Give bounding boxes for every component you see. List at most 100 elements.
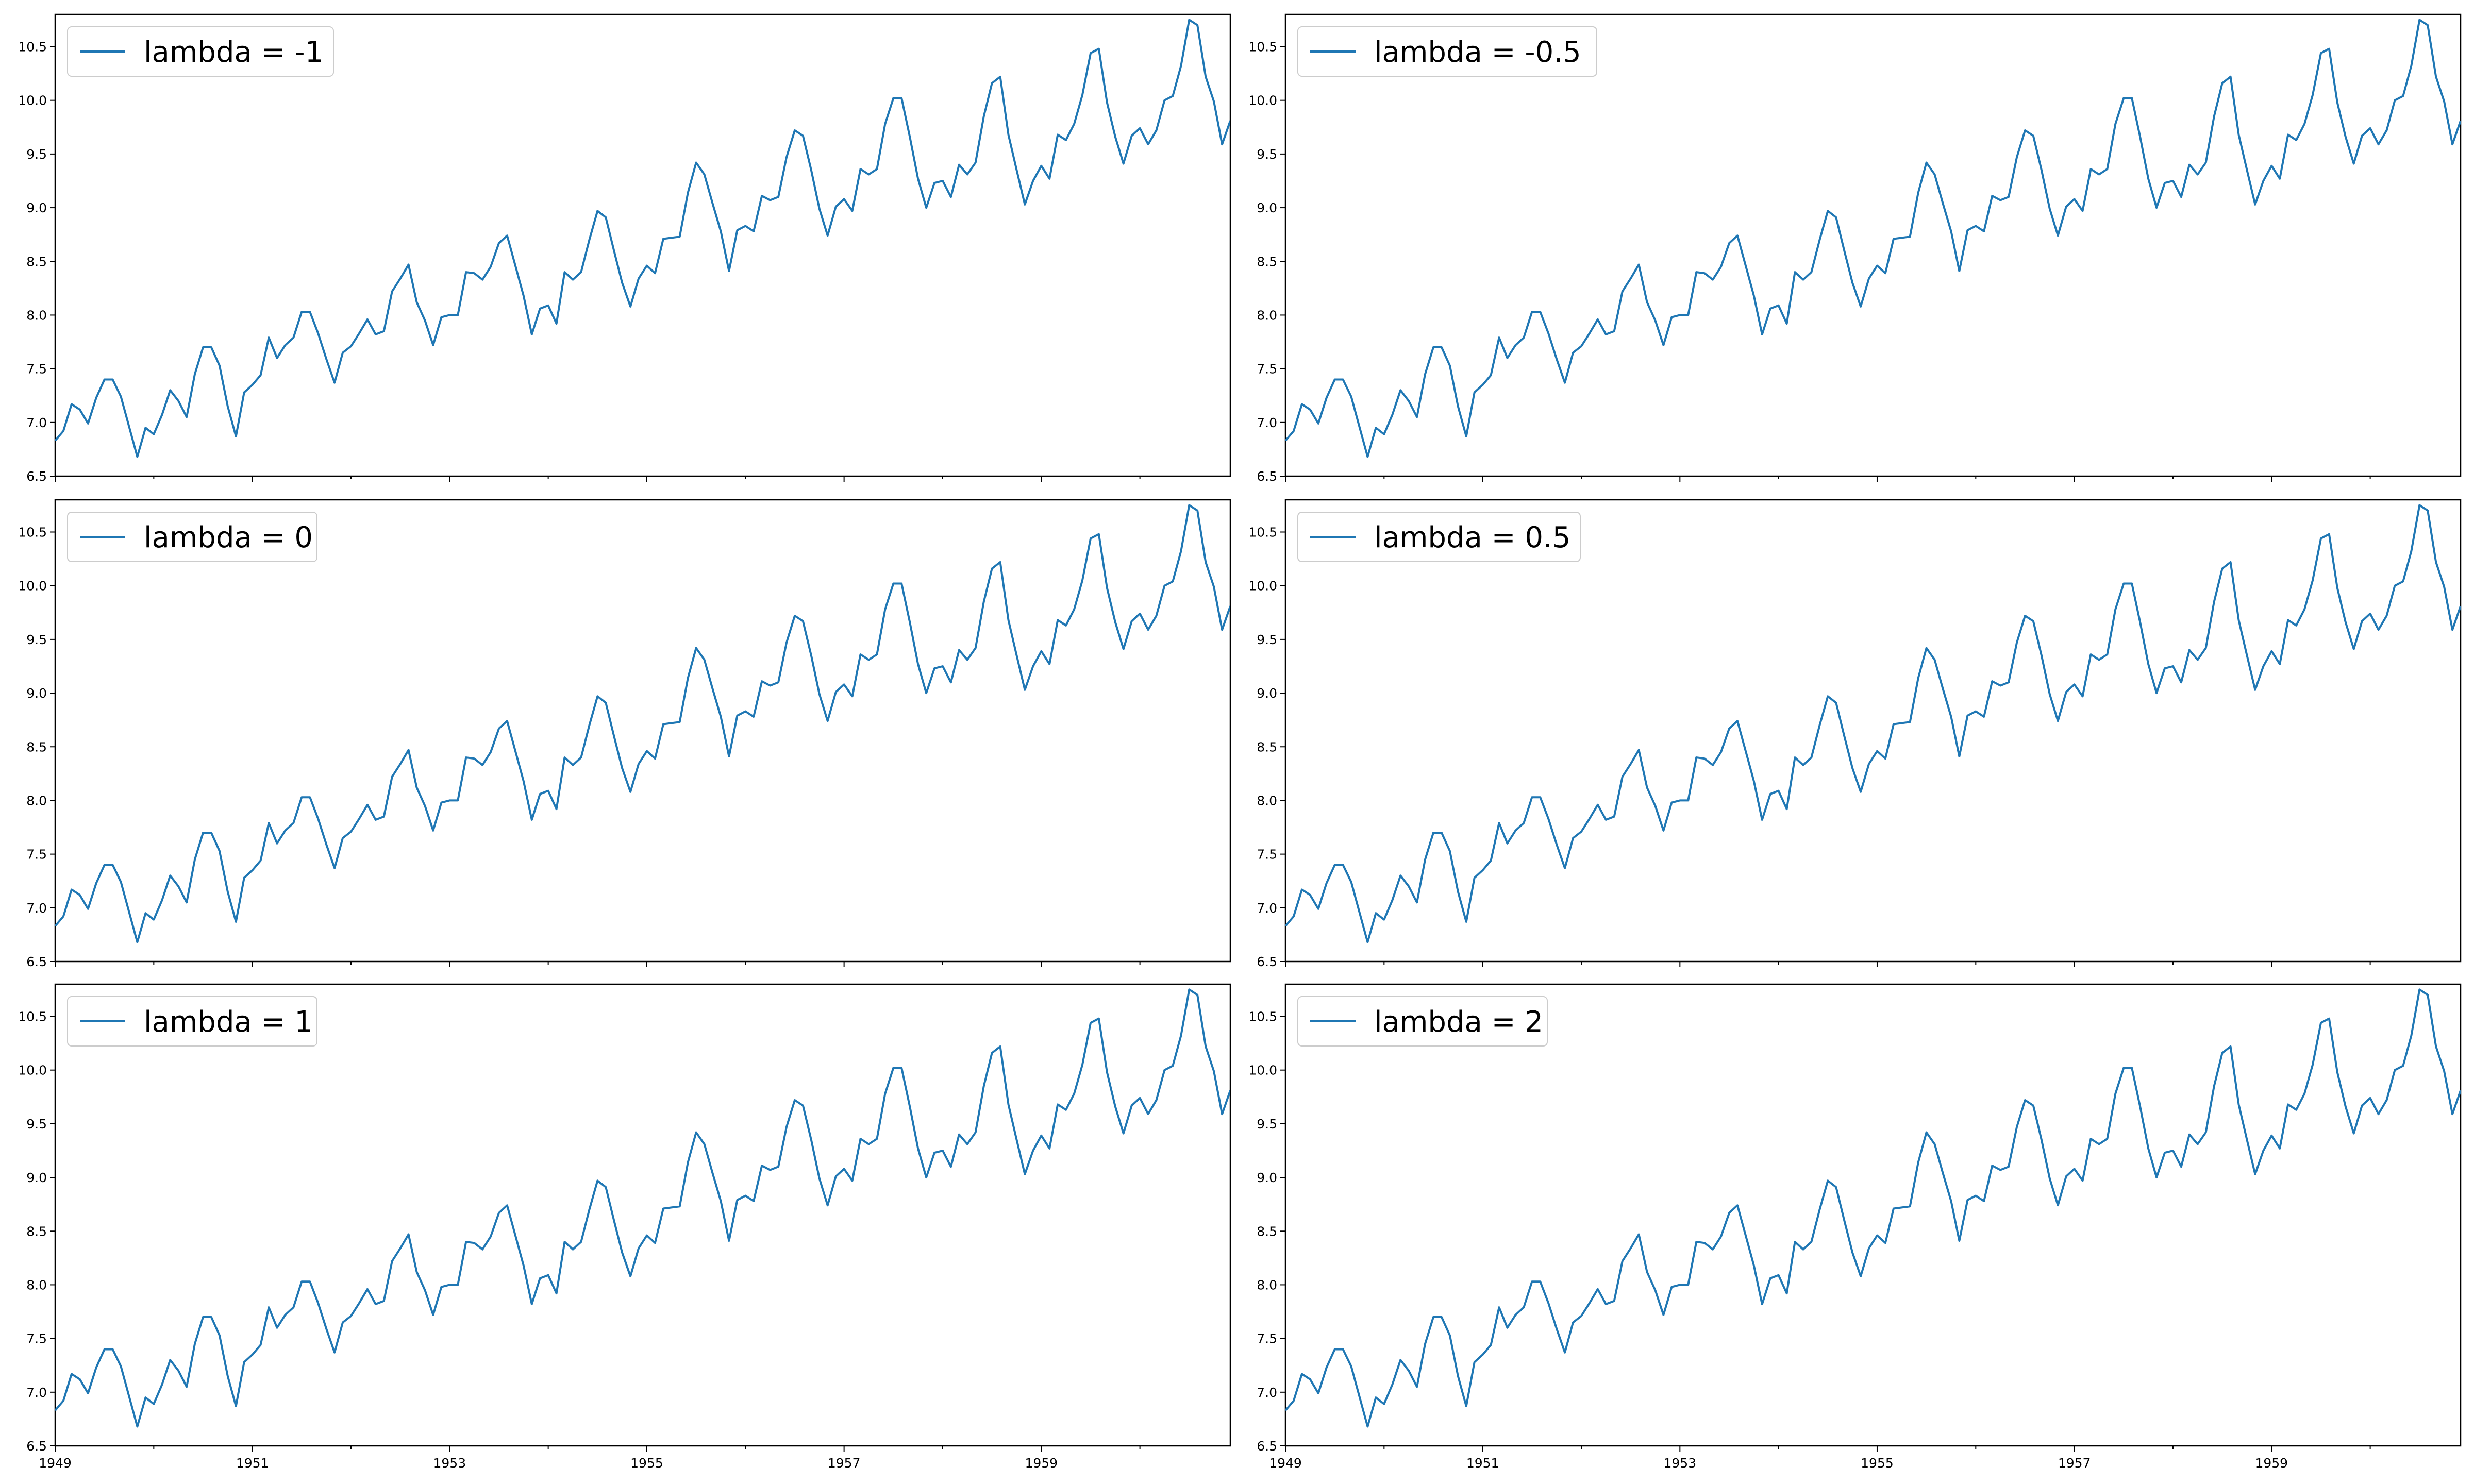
subplot-1: 6.5 7.0 7.5 8.0 8.5 9.0 9.5 10.0 10.5 lambda = -1 xyxy=(18,13,1231,484)
y-tick-label: 6.5 xyxy=(1257,469,1277,484)
legend-label: lambda = 2 xyxy=(1374,1005,1543,1039)
legend: lambda = 0.5 xyxy=(1297,512,1581,562)
y-tick-label: 9.5 xyxy=(1257,632,1277,647)
legend: lambda = 1 xyxy=(67,996,317,1047)
y-tick-label: 6.5 xyxy=(26,469,47,484)
y-tick-label: 7.5 xyxy=(26,847,47,862)
y-tick-label: 9.0 xyxy=(1257,686,1277,701)
subplot-4: 6.5 7.0 7.5 8.0 8.5 9.0 9.5 10.0 10.5 lambda = 0.… xyxy=(1248,499,2462,969)
legend-label: lambda = 1 xyxy=(144,1005,313,1039)
legend-label: lambda = 0 xyxy=(144,521,313,554)
x-tick-label: 1951 xyxy=(1466,1456,1499,1471)
y-tick-label: 10.5 xyxy=(1248,525,1277,540)
axes-frame xyxy=(54,983,1231,1447)
x-tick-label: 1955 xyxy=(1861,1456,1894,1471)
x-tick-label: 1949 xyxy=(1269,1456,1302,1471)
legend-box xyxy=(67,996,317,1047)
y-tick-label: 7.0 xyxy=(1257,901,1277,916)
y-tick-label: 6.5 xyxy=(26,954,47,969)
legend: lambda = 2 xyxy=(1297,996,1548,1047)
series-line xyxy=(1285,19,2461,458)
y-tick-label: 10.0 xyxy=(1248,93,1277,108)
x-tick-label: 1959 xyxy=(1025,1456,1058,1471)
y-tick-label: 6.5 xyxy=(26,1439,47,1454)
y-tick-label: 10.5 xyxy=(1248,1009,1277,1024)
axes-frame xyxy=(54,13,1231,477)
y-tick-label: 8.5 xyxy=(1257,1224,1277,1239)
legend-label: lambda = -0.5 xyxy=(1374,36,1581,69)
legend-box xyxy=(67,26,334,77)
series-line xyxy=(1285,988,2461,1428)
series-line xyxy=(55,988,1230,1428)
y-tick-label: 10.0 xyxy=(18,579,47,594)
y-tick-label: 7.5 xyxy=(1257,362,1277,377)
y-tick-label: 10.0 xyxy=(18,1063,47,1078)
y-tick-label: 9.5 xyxy=(26,147,47,162)
x-tick-label: 1959 xyxy=(2255,1456,2288,1471)
y-tick-label: 8.0 xyxy=(26,308,47,323)
y-tick-label: 9.0 xyxy=(1257,200,1277,215)
y-tick-label: 10.5 xyxy=(18,525,47,540)
subplot-2: 6.5 7.0 7.5 8.0 8.5 9.0 9.5 10.0 10.5 lambda = -0… xyxy=(1248,13,2462,484)
y-tick-label: 8.0 xyxy=(26,793,47,808)
y-tick-label: 8.5 xyxy=(26,1224,47,1239)
y-tick-label: 9.5 xyxy=(1257,1117,1277,1132)
x-tick-label: 1953 xyxy=(433,1456,466,1471)
y-tick-label: 8.5 xyxy=(1257,254,1277,269)
y-tick-label: 7.0 xyxy=(26,415,47,430)
y-tick-label: 8.0 xyxy=(1257,308,1277,323)
y-tick-label: 9.5 xyxy=(1257,147,1277,162)
y-tick-label: 10.5 xyxy=(18,1009,47,1024)
legend-box xyxy=(67,512,317,562)
axes-frame xyxy=(1284,499,2462,963)
y-tick-label: 9.0 xyxy=(26,686,47,701)
legend-box xyxy=(1297,996,1548,1047)
legend: lambda = -1 xyxy=(67,26,334,77)
subplot-6: 6.5 7.0 7.5 8.0 8.5 9.0 9.5 10.0 10.5 1949 1951 195… xyxy=(1248,983,2462,1471)
y-tick-label: 10.5 xyxy=(18,40,47,55)
y-tick-label: 7.0 xyxy=(1257,1385,1277,1400)
y-tick-label: 9.5 xyxy=(26,632,47,647)
y-tick-label: 7.0 xyxy=(26,1385,47,1400)
legend: lambda = 0 xyxy=(67,512,317,562)
y-tick-label: 8.5 xyxy=(26,254,47,269)
x-tick-label: 1951 xyxy=(236,1456,269,1471)
x-tick-label: 1957 xyxy=(828,1456,861,1471)
series-line xyxy=(55,19,1230,458)
x-tick-label: 1949 xyxy=(39,1456,72,1471)
y-tick-label: 8.5 xyxy=(26,739,47,754)
y-tick-label: 7.5 xyxy=(1257,847,1277,862)
legend: lambda = -0.5 xyxy=(1297,26,1597,77)
y-tick-label: 8.0 xyxy=(1257,793,1277,808)
subplot-3: 6.5 7.0 7.5 8.0 8.5 9.0 9.5 10.0 10.5 lambda = 0 xyxy=(18,499,1231,969)
subplot-5: 6.5 7.0 7.5 8.0 8.5 9.0 9.5 10.0 10.5 1949 1951 195… xyxy=(18,983,1231,1471)
axes-frame xyxy=(1284,13,2462,477)
y-tick-label: 9.0 xyxy=(26,200,47,215)
y-tick-label: 6.5 xyxy=(1257,954,1277,969)
axes-frame xyxy=(1284,983,2462,1447)
legend-label: lambda = -1 xyxy=(144,36,323,69)
y-tick-label: 9.5 xyxy=(26,1117,47,1132)
y-tick-label: 9.0 xyxy=(26,1170,47,1185)
y-tick-label: 7.5 xyxy=(26,1331,47,1346)
x-tick-label: 1957 xyxy=(2058,1456,2091,1471)
y-tick-label: 9.0 xyxy=(1257,1170,1277,1185)
y-tick-label: 10.0 xyxy=(1248,579,1277,594)
y-tick-label: 10.0 xyxy=(1248,1063,1277,1078)
y-tick-label: 7.5 xyxy=(1257,1331,1277,1346)
y-tick-label: 10.5 xyxy=(1248,40,1277,55)
legend-box xyxy=(1297,26,1597,77)
y-tick-label: 8.0 xyxy=(1257,1277,1277,1292)
y-tick-label: 7.0 xyxy=(26,901,47,916)
series-line xyxy=(55,504,1230,943)
legend-label: lambda = 0.5 xyxy=(1374,521,1570,554)
y-tick-label: 8.5 xyxy=(1257,739,1277,754)
y-tick-label: 7.0 xyxy=(1257,415,1277,430)
axes-frame xyxy=(54,499,1231,963)
y-tick-label: 10.0 xyxy=(18,93,47,108)
x-tick-label: 1955 xyxy=(630,1456,663,1471)
legend-box xyxy=(1297,512,1581,562)
series-line xyxy=(1285,504,2461,943)
y-tick-label: 7.5 xyxy=(26,362,47,377)
